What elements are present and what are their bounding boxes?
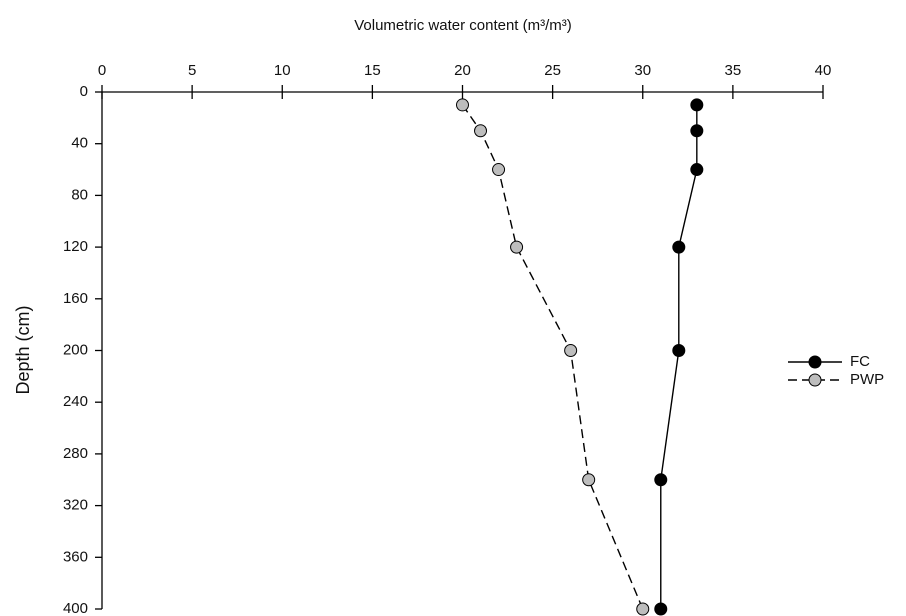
data-point [582, 473, 596, 487]
data-point [690, 124, 704, 138]
legend-marker [808, 373, 822, 387]
x-tick-label: 10 [274, 62, 291, 79]
data-point [690, 163, 704, 177]
y-tick-label: 360 [63, 548, 88, 565]
y-tick-label: 80 [71, 186, 88, 203]
y-tick-label: 200 [63, 341, 88, 358]
x-tick-label: 30 [634, 62, 651, 79]
x-tick-label: 35 [725, 62, 742, 79]
y-tick-label: 120 [63, 238, 88, 255]
y-axis-title: Depth (cm) [13, 305, 33, 394]
y-tick-label: 0 [80, 83, 88, 100]
data-point [636, 602, 650, 616]
x-tick-label: 15 [364, 62, 381, 79]
x-tick-label: 20 [454, 62, 471, 79]
x-axis-title: Volumetric water content (m³/m³) [354, 17, 572, 34]
legend-label: FC [850, 353, 870, 370]
y-tick-label: 280 [63, 445, 88, 462]
data-point [690, 98, 704, 112]
legend-label: PWP [850, 371, 884, 388]
data-point [654, 473, 668, 487]
data-point [654, 602, 668, 616]
x-tick-label: 40 [815, 62, 832, 79]
y-tick-label: 40 [71, 135, 88, 152]
data-point [672, 344, 686, 357]
x-tick-label: 0 [98, 62, 106, 79]
y-tick-label: 160 [63, 290, 88, 307]
legend-marker [808, 355, 822, 369]
y-tick-label: 400 [63, 600, 88, 616]
series-line [461, 104, 644, 610]
data-point [510, 240, 524, 254]
data-point [474, 124, 488, 138]
x-tick-label: 5 [188, 62, 196, 79]
y-tick-label: 320 [63, 497, 88, 514]
x-tick-label: 25 [544, 62, 561, 79]
y-tick-label: 240 [63, 393, 88, 410]
data-point [492, 163, 506, 177]
data-point [672, 240, 686, 254]
data-point [564, 344, 578, 357]
data-point [456, 98, 469, 112]
